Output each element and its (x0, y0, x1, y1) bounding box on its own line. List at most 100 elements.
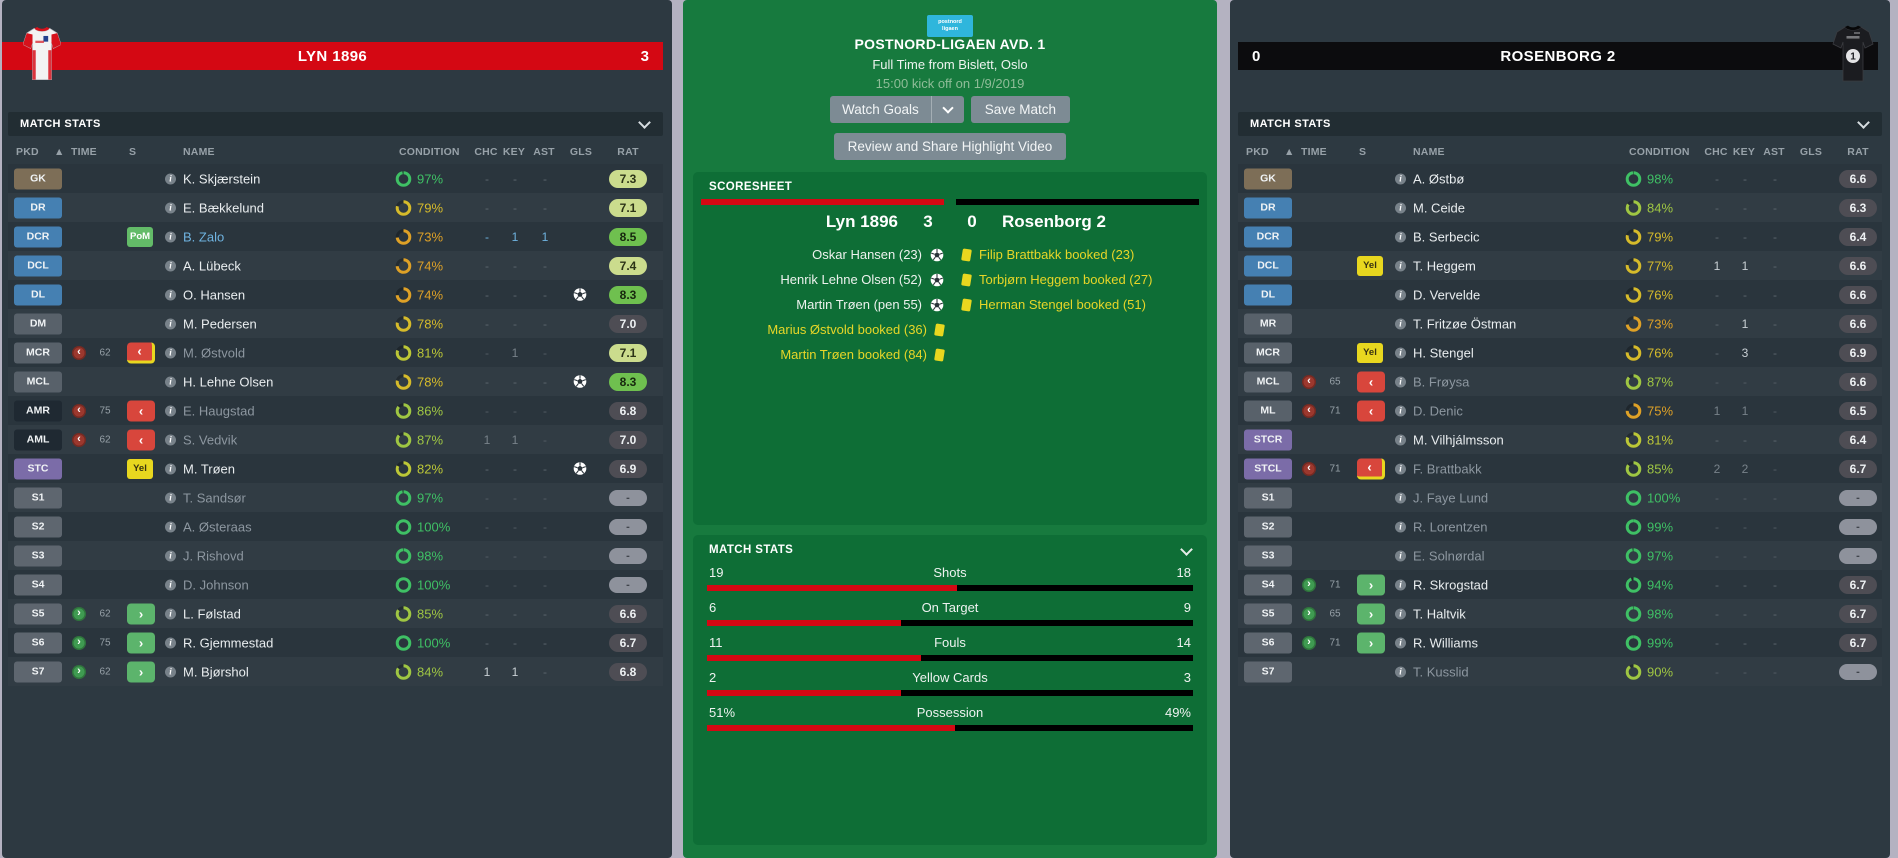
info-icon[interactable]: i (165, 231, 176, 242)
player-name[interactable]: M. Pedersen (183, 316, 257, 331)
col-name[interactable]: NAME (1413, 146, 1445, 158)
player-row[interactable]: S5 › 65 › i T. Haltvik 98% - - - 6.7 (1238, 599, 1882, 628)
player-name[interactable]: A. Østbø (1413, 171, 1465, 186)
info-icon[interactable]: i (165, 637, 176, 648)
player-name[interactable]: R. Lorentzen (1413, 519, 1488, 534)
info-icon[interactable]: i (1395, 260, 1406, 271)
col-condition[interactable]: CONDITION (399, 146, 460, 158)
player-name[interactable]: M. Bjørshol (183, 664, 249, 679)
player-row[interactable]: S7 › 62 › i M. Bjørshol 84% 1 1 - 6.8 (8, 657, 663, 686)
player-row[interactable]: S3 i J. Rishovd 98% - - - - (8, 541, 663, 570)
player-name[interactable]: D. Vervelde (1413, 287, 1481, 302)
collapse-chevron-icon[interactable] (1180, 543, 1193, 556)
info-icon[interactable]: i (1395, 608, 1406, 619)
col-pkd[interactable]: PKD (1246, 146, 1269, 158)
info-icon[interactable]: i (1395, 637, 1406, 648)
player-name[interactable]: H. Lehne Olsen (183, 374, 274, 389)
player-name[interactable]: T. Heggem (1413, 258, 1476, 273)
player-name[interactable]: A. Lübeck (183, 258, 241, 273)
player-row[interactable]: GK i K. Skjærstein 97% - - - 7.3 (8, 164, 663, 193)
player-name[interactable]: F. Brattbakk (1413, 461, 1482, 476)
player-name[interactable]: T. Haltvik (1413, 606, 1466, 621)
player-name[interactable]: M. Vilhjálmsson (1413, 432, 1504, 447)
player-name[interactable]: E. Haugstad (183, 403, 255, 418)
player-row[interactable]: S1 i J. Faye Lund 100% - - - - (1238, 483, 1882, 512)
player-row[interactable]: DR i E. Bækkelund 79% - - - 7.1 (8, 193, 663, 222)
player-name[interactable]: K. Skjærstein (183, 171, 261, 186)
info-icon[interactable]: i (165, 318, 176, 329)
info-icon[interactable]: i (1395, 231, 1406, 242)
player-name[interactable]: J. Faye Lund (1413, 490, 1489, 505)
player-name[interactable]: E. Bækkelund (183, 200, 264, 215)
info-icon[interactable]: i (165, 289, 176, 300)
info-icon[interactable]: i (1395, 289, 1406, 300)
player-name[interactable]: S. Vedvik (183, 432, 238, 447)
player-name[interactable]: J. Rishovd (183, 548, 244, 563)
player-row[interactable]: MCL i H. Lehne Olsen 78% - - - 8.3 (8, 367, 663, 396)
info-icon[interactable]: i (165, 666, 176, 677)
player-row[interactable]: S6 › 71 › i R. Williams 99% - - - 6.7 (1238, 628, 1882, 657)
info-icon[interactable]: i (1395, 550, 1406, 561)
info-icon[interactable]: i (165, 202, 176, 213)
player-row[interactable]: ML ‹ 71 ‹ i D. Denic 75% 1 1 - 6.5 (1238, 396, 1882, 425)
collapse-chevron-icon[interactable] (1857, 116, 1870, 129)
review-share-highlight-button[interactable]: Review and Share Highlight Video (833, 133, 1067, 160)
player-row[interactable]: S5 › 62 › i L. Følstad 85% - - - 6.6 (8, 599, 663, 628)
player-name[interactable]: T. Fritzøe Östman (1413, 316, 1517, 331)
col-gls[interactable]: GLS (1799, 146, 1823, 158)
player-name[interactable]: T. Sandsør (183, 490, 246, 505)
info-icon[interactable]: i (1395, 376, 1406, 387)
player-name[interactable]: R. Gjemmestad (183, 635, 274, 650)
player-row[interactable]: DL i O. Hansen 74% - - - 8.3 (8, 280, 663, 309)
player-row[interactable]: S6 › 75 › i R. Gjemmestad 100% - - - 6.7 (8, 628, 663, 657)
info-icon[interactable]: i (165, 434, 176, 445)
col-condition[interactable]: CONDITION (1629, 146, 1690, 158)
info-icon[interactable]: i (165, 173, 176, 184)
info-icon[interactable]: i (165, 492, 176, 503)
info-icon[interactable]: i (1395, 492, 1406, 503)
player-row[interactable]: STCR i M. Vilhjálmsson 81% - - - 6.4 (1238, 425, 1882, 454)
col-key[interactable]: KEY (1732, 146, 1756, 158)
player-row[interactable]: DL i D. Vervelde 76% - - - 6.6 (1238, 280, 1882, 309)
player-row[interactable]: STCL ‹ 71 ‹ i F. Brattbakk 85% 2 2 - 6.7 (1238, 454, 1882, 483)
info-icon[interactable]: i (1395, 405, 1406, 416)
player-row[interactable]: GK i A. Østbø 98% - - - 6.6 (1238, 164, 1882, 193)
home-match-stats-header[interactable]: MATCH STATS (8, 112, 663, 136)
player-row[interactable]: S1 i T. Sandsør 97% - - - - (8, 483, 663, 512)
info-icon[interactable]: i (1395, 347, 1406, 358)
player-row[interactable]: S4 i D. Johnson 100% - - - - (8, 570, 663, 599)
info-icon[interactable]: i (165, 405, 176, 416)
player-row[interactable]: MCR Yel i H. Stengel 76% - 3 - 6.9 (1238, 338, 1882, 367)
player-row[interactable]: AML ‹ 62 ‹ i S. Vedvik 87% 1 1 - 7.0 (8, 425, 663, 454)
info-icon[interactable]: i (1395, 666, 1406, 677)
col-s[interactable]: S (129, 146, 137, 158)
collapse-chevron-icon[interactable] (638, 116, 651, 129)
player-name[interactable]: A. Østeraas (183, 519, 252, 534)
info-icon[interactable]: i (165, 550, 176, 561)
player-row[interactable]: DM i M. Pedersen 78% - - - 7.0 (8, 309, 663, 338)
player-name[interactable]: B. Zalo (183, 229, 225, 244)
col-ast[interactable]: AST (1763, 146, 1785, 158)
col-ast[interactable]: AST (533, 146, 555, 158)
col-chc[interactable]: CHC (474, 146, 498, 158)
away-match-stats-header[interactable]: MATCH STATS (1238, 112, 1882, 136)
player-row[interactable]: STC Yel i M. Trøen 82% - - - 6.9 (8, 454, 663, 483)
info-icon[interactable]: i (165, 521, 176, 532)
player-row[interactable]: DCR i B. Serbecic 79% - - - 6.4 (1238, 222, 1882, 251)
player-name[interactable]: D. Denic (1413, 403, 1463, 418)
player-name[interactable]: R. Skrogstad (1413, 577, 1489, 592)
player-row[interactable]: S3 i E. Solnørdal 97% - - - - (1238, 541, 1882, 570)
info-icon[interactable]: i (1395, 173, 1406, 184)
player-row[interactable]: MCR ‹ 62 ‹ i M. Østvold 81% - 1 - 7.1 (8, 338, 663, 367)
info-icon[interactable]: i (1395, 202, 1406, 213)
player-name[interactable]: M. Østvold (183, 345, 246, 360)
player-name[interactable]: T. Kusslid (1413, 664, 1469, 679)
col-rat[interactable]: RAT (617, 146, 639, 158)
info-icon[interactable]: i (165, 579, 176, 590)
info-icon[interactable]: i (1395, 434, 1406, 445)
info-icon[interactable]: i (1395, 463, 1406, 474)
player-name[interactable]: M. Trøen (183, 461, 236, 476)
info-icon[interactable]: i (165, 608, 176, 619)
save-match-button[interactable]: Save Match (970, 96, 1071, 123)
info-icon[interactable]: i (1395, 318, 1406, 329)
